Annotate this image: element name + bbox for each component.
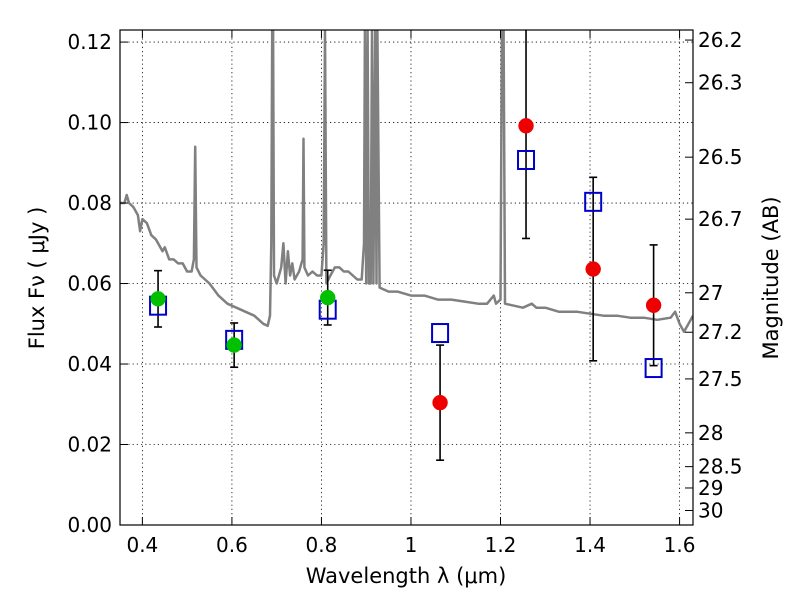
model-flux-square	[517, 149, 536, 170]
red-data-point	[645, 297, 662, 314]
right-tick-label: 28.5	[698, 455, 743, 479]
right-tick-label: 26.7	[698, 207, 743, 231]
right-tick-label: 26.5	[698, 145, 743, 169]
x-tick-label: 1.4	[574, 533, 606, 557]
right-tick-label: 29	[698, 476, 723, 500]
y-tick-label: 0.00	[67, 513, 112, 537]
red-data-point	[585, 261, 601, 277]
green-data-point	[319, 289, 336, 306]
right-tick-label: 26.3	[698, 71, 743, 95]
model-flux-square	[431, 323, 450, 344]
y-tick-label: 0.10	[67, 111, 112, 135]
axes: 0.4 0.6 0.8 1 1.2 1.4 1.6 0.00 0.02 0.04 0.06 0.08 0…	[67, 28, 742, 557]
right-tick-label: 28	[698, 421, 723, 445]
y-axis-label: Flux Fν ( μJy )	[25, 207, 49, 350]
right-tick-label: 27	[698, 281, 723, 305]
x-tick-label: 1.2	[485, 533, 517, 557]
model-flux-square	[584, 191, 603, 212]
model-sed-line	[120, 30, 693, 334]
x-tick-label: 0.8	[306, 533, 338, 557]
green-data-point	[226, 337, 242, 353]
x-tick-label: 1.6	[664, 533, 696, 557]
x-tick-label: 1	[405, 533, 418, 557]
model-flux-square	[644, 358, 663, 379]
green-data-point	[150, 291, 166, 307]
x-tick-label: 0.4	[126, 533, 158, 557]
y-tick-label: 0.02	[67, 433, 112, 457]
x-tick-label: 0.6	[216, 533, 248, 557]
right-tick-label: 27.5	[698, 367, 743, 391]
y-tick-label: 0.04	[67, 352, 112, 376]
plot-frame	[119, 29, 694, 526]
right-tick-label: 26.2	[698, 28, 743, 52]
right-tick-label: 27.2	[698, 320, 743, 344]
x-axis-label: Wavelength λ (μm)	[306, 564, 507, 588]
right-tick-label: 30	[698, 499, 723, 523]
right-axis-label: Magnitude (AB)	[759, 196, 783, 359]
y-tick-label: 0.08	[67, 191, 112, 215]
y-tick-label: 0.12	[67, 30, 112, 54]
red-data-point	[518, 118, 534, 134]
red-data-point	[432, 394, 448, 411]
plot-data	[120, 30, 693, 462]
y-tick-label: 0.06	[67, 272, 112, 296]
